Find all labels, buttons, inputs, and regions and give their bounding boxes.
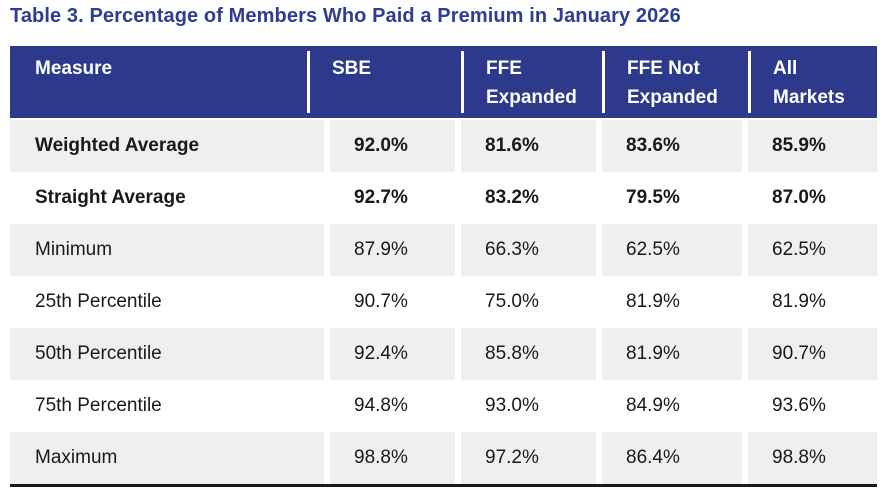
cell-value: 81.6%	[461, 120, 596, 172]
cell-value: 90.7%	[748, 328, 877, 380]
row-label: 25th Percentile	[10, 276, 324, 328]
table-row: 25th Percentile 90.7% 75.0% 81.9% 81.9%	[10, 276, 877, 328]
row-label: 50th Percentile	[10, 328, 324, 380]
cell-value: 94.8%	[330, 380, 455, 432]
header-divider	[307, 51, 310, 113]
table-row: Weighted Average 92.0% 81.6% 83.6% 85.9%	[10, 120, 877, 172]
cell-value: 87.0%	[748, 172, 877, 224]
table-row: Minimum 87.9% 66.3% 62.5% 62.5%	[10, 224, 877, 276]
header-divider	[461, 51, 464, 113]
cell-value: 92.4%	[330, 328, 455, 380]
cell-value: 97.2%	[461, 432, 596, 484]
column-header-ffe-expanded: FFE Expanded	[461, 46, 602, 118]
row-label: Minimum	[10, 224, 324, 276]
column-header-sbe: SBE	[307, 46, 461, 118]
cell-value: 93.6%	[748, 380, 877, 432]
cell-value: 81.9%	[602, 276, 742, 328]
cell-value: 85.9%	[748, 120, 877, 172]
cell-value: 92.7%	[330, 172, 455, 224]
column-header-line: Measure	[35, 58, 113, 79]
cell-value: 81.9%	[748, 276, 877, 328]
header-divider	[602, 51, 605, 113]
premium-table: Measure SBE FFE Expanded FFE Not Expande…	[10, 46, 877, 487]
cell-value: 81.9%	[602, 328, 742, 380]
cell-value: 83.6%	[602, 120, 742, 172]
row-label: 75th Percentile	[10, 380, 324, 432]
cell-value: 66.3%	[461, 224, 596, 276]
cell-value: 62.5%	[748, 224, 877, 276]
cell-value: 86.4%	[602, 432, 742, 484]
cell-value: 62.5%	[602, 224, 742, 276]
column-header-line: Expanded	[627, 87, 718, 108]
column-header-all-markets: All Markets	[748, 46, 877, 118]
cell-value: 98.8%	[748, 432, 877, 484]
table-row: Straight Average 92.7% 83.2% 79.5% 87.0%	[10, 172, 877, 224]
table-row: 50th Percentile 92.4% 85.8% 81.9% 90.7%	[10, 328, 877, 380]
header-divider	[748, 51, 751, 113]
column-header-line: All	[773, 58, 798, 79]
cell-value: 98.8%	[330, 432, 455, 484]
row-label: Maximum	[10, 432, 324, 484]
row-label: Straight Average	[10, 172, 324, 224]
page-title: Table 3. Percentage of Members Who Paid …	[10, 5, 681, 27]
cell-value: 92.0%	[330, 120, 455, 172]
cell-value: 79.5%	[602, 172, 742, 224]
table-row: Maximum 98.8% 97.2% 86.4% 98.8%	[10, 432, 877, 484]
table-row: 75th Percentile 94.8% 93.0% 84.9% 93.6%	[10, 380, 877, 432]
row-label: Weighted Average	[10, 120, 324, 172]
column-header-ffe-not-expanded: FFE Not Expanded	[602, 46, 748, 118]
table-bottom-border	[10, 484, 877, 487]
column-header-line: Markets	[773, 87, 845, 108]
column-header-line: SBE	[332, 58, 372, 79]
column-header-line: FFE Not	[627, 58, 700, 79]
cell-value: 93.0%	[461, 380, 596, 432]
cell-value: 85.8%	[461, 328, 596, 380]
cell-value: 84.9%	[602, 380, 742, 432]
column-header-line: Expanded	[486, 87, 577, 108]
cell-value: 75.0%	[461, 276, 596, 328]
column-header-measure: Measure	[10, 46, 307, 118]
column-header-line: FFE	[486, 58, 522, 79]
cell-value: 83.2%	[461, 172, 596, 224]
cell-value: 90.7%	[330, 276, 455, 328]
table-body: Weighted Average 92.0% 81.6% 83.6% 85.9%…	[10, 120, 877, 484]
cell-value: 87.9%	[330, 224, 455, 276]
table-header-row: Measure SBE FFE Expanded FFE Not Expande…	[10, 46, 877, 118]
